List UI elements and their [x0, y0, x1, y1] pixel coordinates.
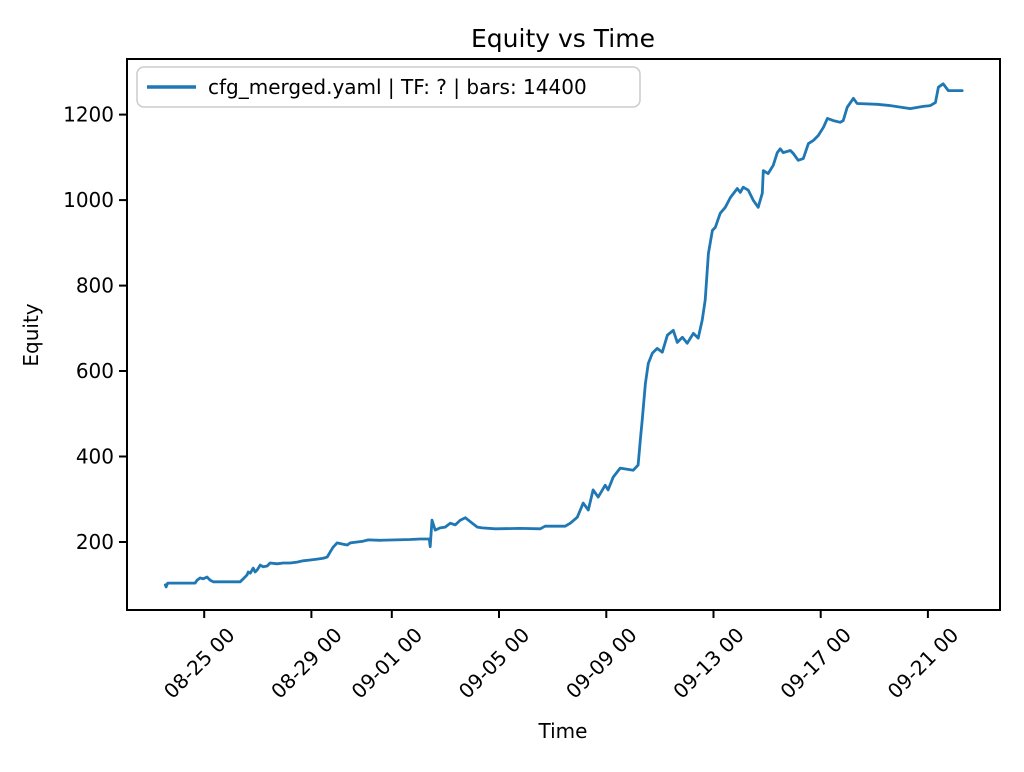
- x-tick-label: 09-13 00: [668, 623, 749, 704]
- x-tick-label: 09-21 00: [883, 623, 964, 704]
- legend: cfg_merged.yaml | TF: ? | bars: 14400: [136, 66, 641, 108]
- x-axis-ticks: 08-25 00 08-29 00 09-01 00 09-05 00 09-09 00…: [159, 610, 963, 703]
- y-tick-label: 1200: [63, 103, 114, 127]
- y-tick-label: 1000: [63, 188, 114, 212]
- x-tick-label: 08-29 00: [266, 623, 347, 704]
- y-axis-label: Equity: [19, 303, 43, 366]
- y-tick-label: 200: [76, 530, 114, 554]
- plot-area: [126, 58, 1001, 611]
- legend-box: [136, 66, 641, 108]
- x-tick-label: 09-17 00: [775, 623, 856, 704]
- x-tick-label: 09-01 00: [347, 623, 428, 704]
- y-axis-ticks: 200 400 600 800 1000 1200: [63, 103, 127, 554]
- y-tick-label: 400: [76, 445, 114, 469]
- x-tick-label: 09-05 00: [454, 623, 535, 704]
- y-tick-label: 600: [76, 359, 114, 383]
- x-axis-label: Time: [538, 719, 588, 743]
- legend-label: cfg_merged.yaml | TF: ? | bars: 14400: [208, 75, 587, 99]
- chart-title: Equity vs Time: [471, 24, 655, 53]
- x-tick-label: 08-25 00: [159, 623, 240, 704]
- x-tick-label: 09-09 00: [561, 623, 642, 704]
- y-tick-label: 800: [76, 274, 114, 298]
- equity-line-series: [163, 82, 964, 589]
